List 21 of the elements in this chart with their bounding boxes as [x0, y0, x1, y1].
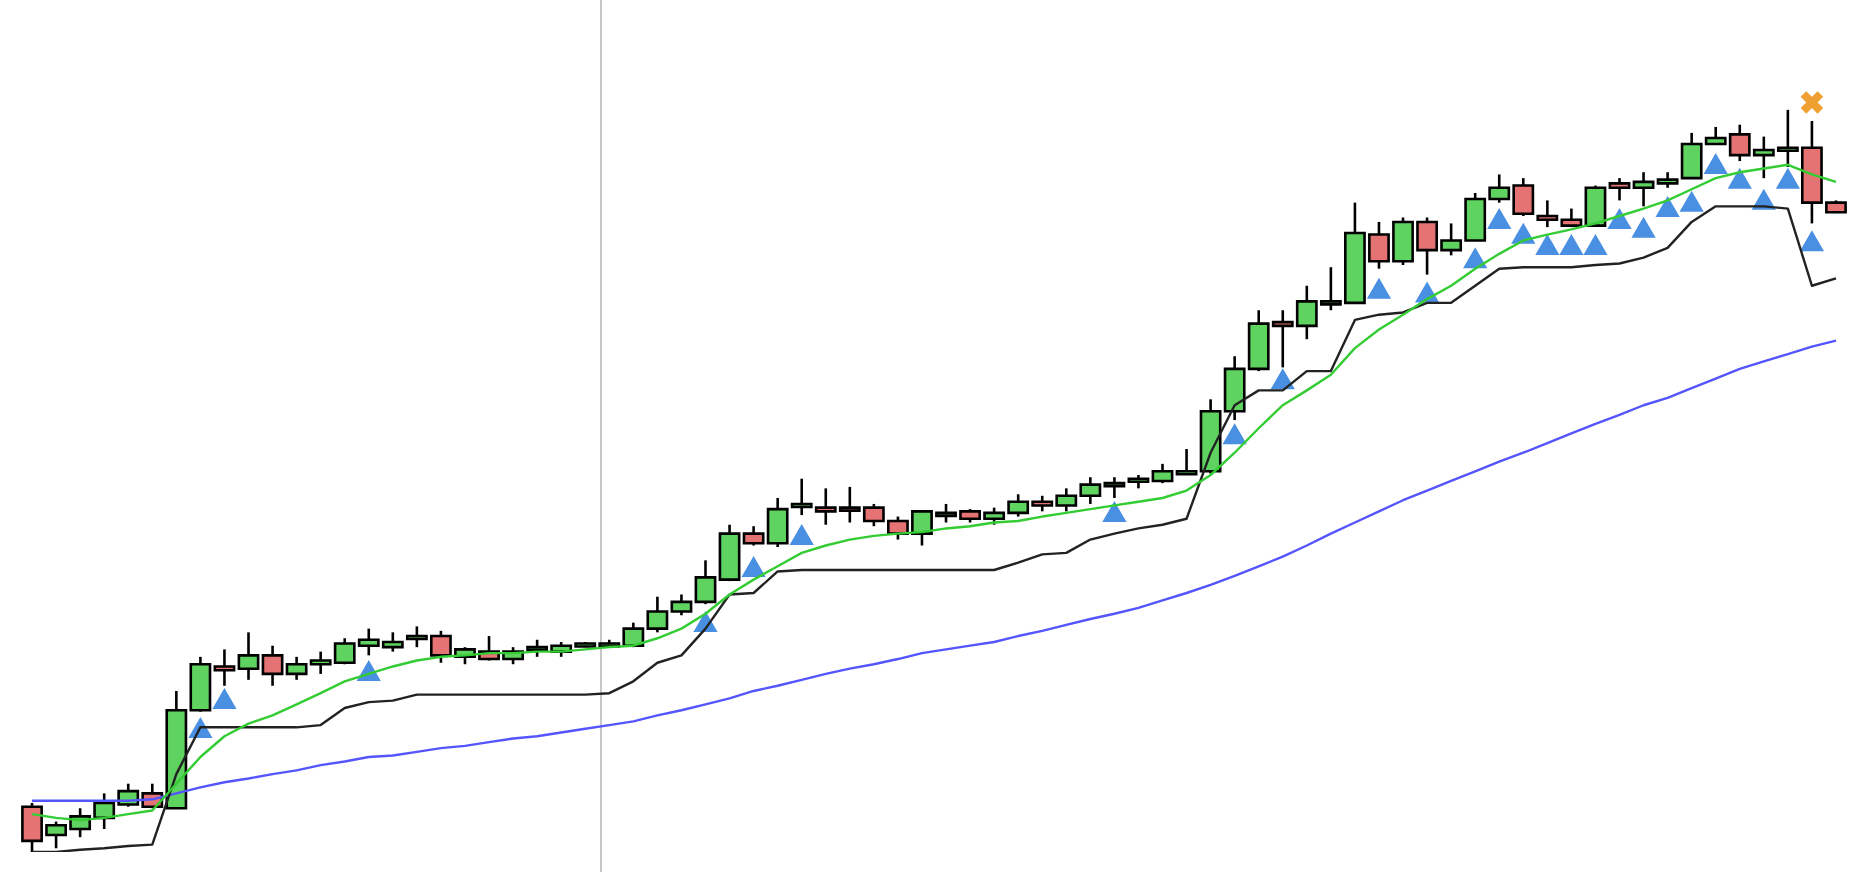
point [213, 689, 236, 710]
point [1463, 248, 1487, 269]
point [1680, 191, 1704, 212]
point [1776, 168, 1800, 189]
point [1608, 208, 1631, 229]
point [742, 556, 765, 577]
point [1800, 231, 1824, 252]
point [1704, 154, 1728, 175]
point [1271, 369, 1295, 390]
point [1223, 424, 1247, 445]
point [1487, 208, 1511, 229]
point [1560, 234, 1583, 255]
point [1728, 168, 1752, 189]
point [1584, 234, 1607, 255]
point [790, 525, 814, 546]
point [1799, 89, 1825, 115]
point [1632, 217, 1655, 238]
point [1367, 278, 1391, 299]
point [1656, 197, 1679, 218]
point [1103, 502, 1126, 523]
point [1535, 234, 1559, 255]
